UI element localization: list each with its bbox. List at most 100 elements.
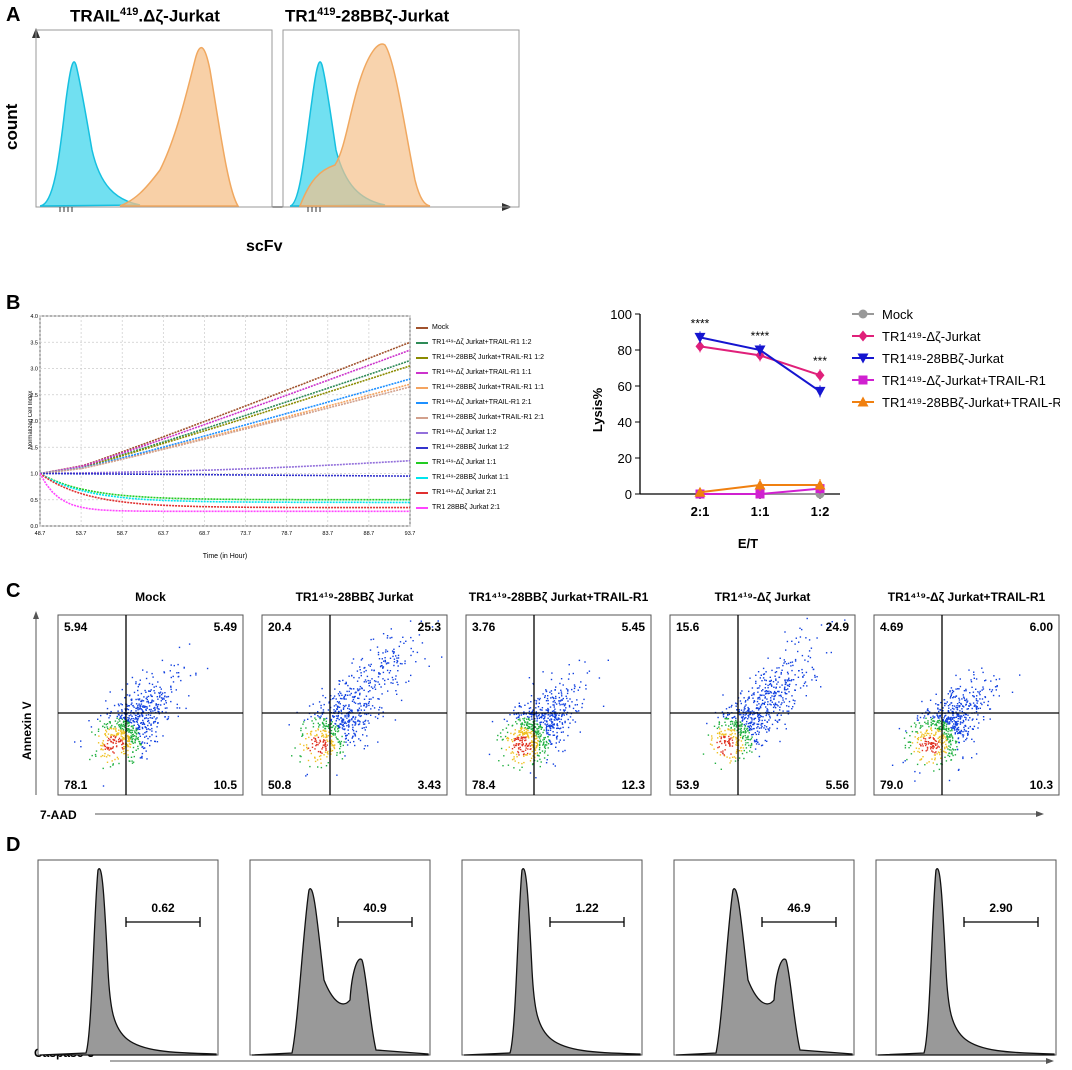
facs-event bbox=[91, 731, 93, 733]
facs-event bbox=[537, 744, 539, 746]
facs-event bbox=[352, 698, 355, 701]
facs-event bbox=[139, 744, 141, 746]
facs-event bbox=[156, 705, 159, 708]
facs-event bbox=[113, 735, 115, 737]
facs-event bbox=[720, 730, 722, 733]
facs-event bbox=[386, 635, 389, 637]
facs-event bbox=[539, 765, 541, 768]
facs-event bbox=[542, 693, 544, 695]
facs-event bbox=[954, 696, 956, 698]
facs-event bbox=[363, 671, 365, 673]
facs-event bbox=[955, 711, 957, 713]
facs-event bbox=[117, 710, 119, 712]
facs-event bbox=[798, 670, 800, 672]
facs-event bbox=[968, 669, 970, 671]
facs-event bbox=[748, 727, 750, 729]
facs-event bbox=[115, 730, 117, 733]
facs-event bbox=[128, 717, 130, 719]
facs-event bbox=[118, 739, 120, 741]
facs-event bbox=[785, 698, 787, 700]
facs-event bbox=[949, 691, 951, 693]
facs-event bbox=[525, 739, 527, 741]
facs-event bbox=[785, 649, 787, 651]
facs-event bbox=[542, 731, 544, 734]
facs-event bbox=[792, 679, 795, 681]
facs-event bbox=[736, 703, 738, 705]
facs-event bbox=[410, 654, 412, 657]
facs-event bbox=[344, 721, 346, 723]
facs-event bbox=[363, 667, 365, 669]
facs-event bbox=[319, 716, 322, 719]
facs-event bbox=[917, 750, 919, 753]
facs-event bbox=[331, 721, 333, 723]
facs-event bbox=[959, 723, 962, 725]
facs-event bbox=[302, 734, 304, 736]
rtca-ytick-label: 3.5 bbox=[30, 340, 38, 346]
facs-event bbox=[760, 694, 762, 697]
facs-event bbox=[565, 695, 567, 697]
facs-event bbox=[364, 729, 366, 731]
facs-event bbox=[790, 665, 792, 667]
facs-event bbox=[123, 738, 125, 740]
facs-event bbox=[920, 736, 922, 738]
facs-event bbox=[335, 704, 337, 706]
facs-event bbox=[779, 706, 781, 708]
facs-event bbox=[747, 714, 749, 717]
facs-event bbox=[711, 735, 713, 737]
facs-event bbox=[344, 738, 347, 740]
facs-event bbox=[747, 709, 749, 712]
facs-event bbox=[330, 722, 333, 725]
facs-event bbox=[316, 741, 318, 744]
facs-event bbox=[743, 709, 745, 711]
facs-event bbox=[987, 704, 989, 706]
facs-event bbox=[415, 661, 417, 663]
facs-event bbox=[130, 703, 132, 706]
facs-event bbox=[734, 728, 736, 730]
facs-event bbox=[809, 656, 812, 659]
facs-event bbox=[934, 757, 936, 759]
facs-event bbox=[569, 722, 571, 724]
facs-event bbox=[769, 717, 771, 719]
facs-event bbox=[527, 748, 529, 750]
facs-event bbox=[130, 698, 133, 701]
facs-event bbox=[744, 731, 746, 733]
facs-event bbox=[330, 739, 333, 741]
facs-event bbox=[951, 753, 953, 755]
facs-event bbox=[540, 721, 542, 723]
facs-event bbox=[744, 731, 747, 734]
facs-event bbox=[802, 675, 804, 678]
facs-event bbox=[758, 703, 760, 705]
facs-event bbox=[954, 733, 956, 735]
facs-event bbox=[130, 717, 133, 720]
caspase-gate-value: 2.90 bbox=[989, 901, 1013, 915]
facs-event bbox=[146, 730, 148, 733]
facs-event bbox=[948, 707, 950, 709]
facs-event bbox=[745, 713, 747, 715]
facs-event bbox=[146, 742, 148, 744]
facs-event bbox=[310, 752, 312, 755]
facs-event bbox=[354, 721, 356, 724]
facs-event bbox=[965, 718, 967, 721]
facs-event bbox=[569, 716, 572, 718]
facs-event bbox=[730, 723, 732, 725]
caspase-histogram-frame bbox=[461, 859, 643, 1056]
facs-event bbox=[555, 742, 557, 744]
facs-event bbox=[126, 703, 128, 706]
facs-event bbox=[404, 660, 406, 662]
facs-event bbox=[781, 669, 783, 671]
rtca-legend-item: TR1⁴¹⁹-28BBζ Jurkat+TRAIL-R1 2:1 bbox=[416, 410, 591, 425]
facs-event bbox=[926, 709, 929, 711]
facs-event bbox=[774, 707, 777, 709]
facs-event bbox=[742, 731, 744, 733]
facs-event bbox=[750, 717, 752, 719]
facs-event bbox=[172, 681, 175, 683]
facs-event bbox=[931, 750, 933, 752]
facs-event bbox=[142, 706, 144, 708]
lysis-legend: MockTR1⁴¹⁹-Δζ-JurkatTR1⁴¹⁹-28BBζ-JurkatT… bbox=[852, 307, 1060, 410]
facs-event bbox=[561, 699, 563, 701]
facs-event bbox=[934, 752, 936, 754]
facs-event bbox=[729, 733, 731, 736]
facs-event bbox=[517, 750, 519, 753]
facs-event bbox=[942, 728, 945, 730]
facs-event bbox=[757, 709, 760, 711]
